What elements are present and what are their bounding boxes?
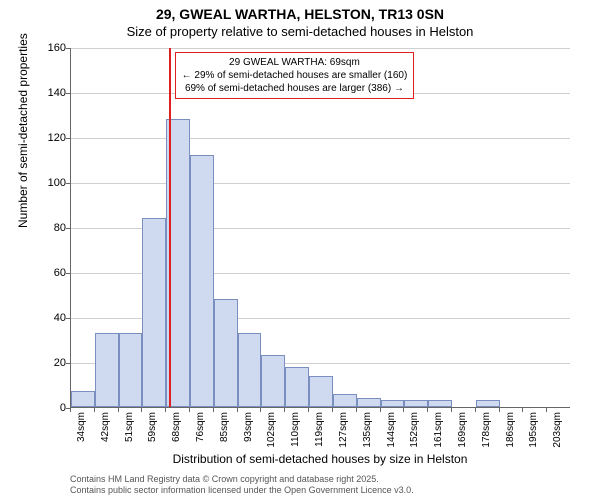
xtick-mark [332,408,333,412]
xtick-mark [522,408,523,412]
gridline [71,183,570,184]
ytick-label: 60 [26,267,66,279]
xtick-mark [499,408,500,412]
bar [190,155,214,407]
credit-line1: Contains HM Land Registry data © Crown c… [70,474,414,485]
chart-title-line1: 29, GWEAL WARTHA, HELSTON, TR13 0SN [0,6,600,22]
bar [404,400,428,407]
ytick-label: 80 [26,222,66,234]
bar [357,398,381,407]
xtick-mark [70,408,71,412]
ytick-label: 140 [26,87,66,99]
reference-line [169,48,171,407]
xtick-mark [546,408,547,412]
ytick-label: 100 [26,177,66,189]
plot-area: 29 GWEAL WARTHA: 69sqm ← 29% of semi-det… [70,48,570,408]
gridline [71,48,570,49]
credit-line2: Contains public sector information licen… [70,485,414,496]
annotation-line2: ← 29% of semi-detached houses are smalle… [182,69,408,82]
ytick-label: 160 [26,42,66,54]
y-axis-label: Number of semi-detached properties [16,33,30,228]
xtick-mark [94,408,95,412]
annotation-box: 29 GWEAL WARTHA: 69sqm ← 29% of semi-det… [175,52,415,99]
xtick-mark [403,408,404,412]
bar [285,367,309,408]
bar [333,394,357,408]
xtick-mark [284,408,285,412]
property-size-histogram: 29, GWEAL WARTHA, HELSTON, TR13 0SN Size… [0,0,600,500]
ytick-label: 20 [26,357,66,369]
annotation-line3: 69% of semi-detached houses are larger (… [182,82,408,95]
x-axis-label: Distribution of semi-detached houses by … [70,452,570,466]
xtick-mark [356,408,357,412]
bar [214,299,238,407]
ytick-label: 40 [26,312,66,324]
credits: Contains HM Land Registry data © Crown c… [70,474,414,496]
bar [119,333,143,407]
chart-title-line2: Size of property relative to semi-detach… [0,24,600,39]
bar [95,333,119,407]
xtick-mark [165,408,166,412]
xtick-mark [189,408,190,412]
xtick-mark [308,408,309,412]
annotation-line1: 29 GWEAL WARTHA: 69sqm [182,56,408,69]
xtick-mark [213,408,214,412]
xtick-mark [427,408,428,412]
bar [238,333,262,407]
bar [309,376,333,408]
ytick-label: 0 [26,402,66,414]
xtick-mark [260,408,261,412]
gridline [71,138,570,139]
xtick-mark [118,408,119,412]
xtick-mark [451,408,452,412]
xtick-mark [380,408,381,412]
bar [476,400,500,407]
ytick-label: 120 [26,132,66,144]
xtick-mark [141,408,142,412]
bar [381,400,405,407]
bar [261,355,285,407]
xtick-mark [237,408,238,412]
bar [428,400,452,407]
bar [142,218,166,407]
xtick-mark [475,408,476,412]
bar [71,391,95,407]
